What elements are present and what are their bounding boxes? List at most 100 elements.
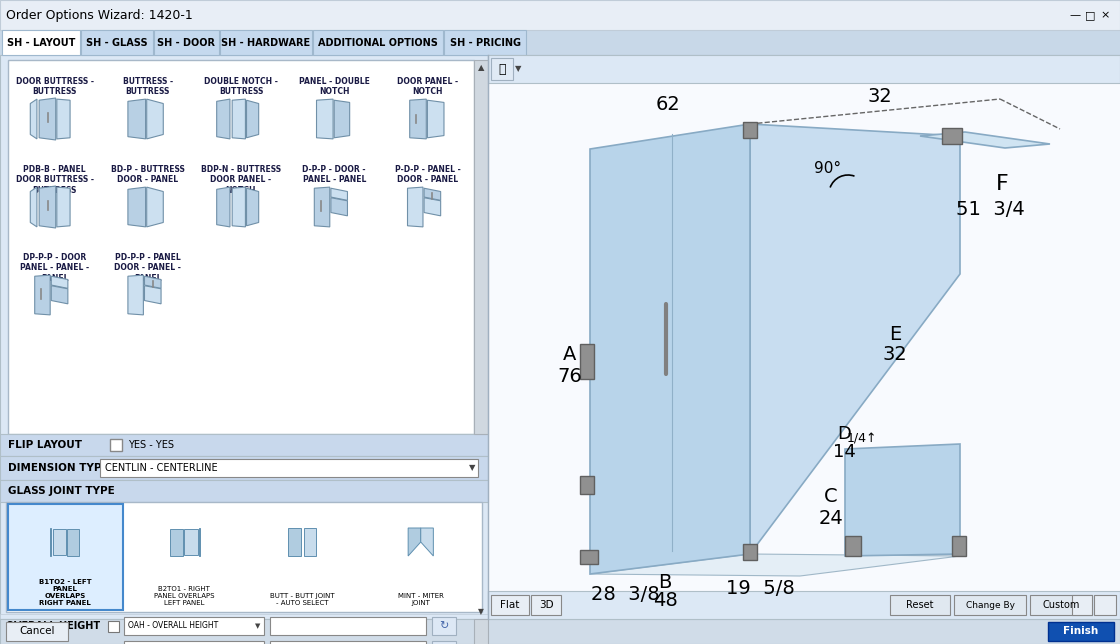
Bar	[580, 476, 594, 494]
Bar	[844, 536, 861, 556]
Text: B: B	[659, 573, 672, 591]
Bar	[491, 58, 513, 80]
Bar	[488, 591, 1120, 619]
Polygon shape	[330, 198, 347, 216]
Bar	[6, 622, 68, 641]
Text: SH - LAYOUT: SH - LAYOUT	[7, 38, 75, 48]
Bar	[2, 30, 80, 55]
Bar	[432, 617, 456, 635]
Text: □: □	[1085, 10, 1095, 20]
Polygon shape	[57, 99, 71, 139]
Text: ▼: ▼	[515, 64, 521, 73]
Bar	[108, 621, 119, 632]
Text: GLASS JOINT TYPE: GLASS JOINT TYPE	[8, 486, 114, 496]
Text: 76: 76	[558, 366, 582, 386]
Bar	[952, 536, 965, 556]
Bar	[0, 480, 488, 502]
Text: —: —	[1070, 10, 1081, 20]
Text: 🔍: 🔍	[498, 62, 506, 75]
Bar	[488, 55, 1120, 619]
Text: 32: 32	[883, 345, 907, 363]
Bar	[81, 30, 153, 55]
Polygon shape	[39, 98, 56, 140]
Bar	[474, 60, 488, 434]
Text: SH - DOOR: SH - DOOR	[157, 38, 215, 48]
Bar	[0, 619, 1120, 644]
Polygon shape	[330, 188, 347, 200]
Text: D-P-P - DOOR -
PANEL - PANEL: D-P-P - DOOR - PANEL - PANEL	[302, 165, 366, 184]
Bar	[0, 619, 474, 644]
Text: PDB-B - PANEL
DOOR BUTTRESS -
BUTTRESS: PDB-B - PANEL DOOR BUTTRESS - BUTTRESS	[16, 165, 94, 194]
Text: 3D: 3D	[539, 600, 553, 610]
Bar	[0, 614, 488, 638]
Text: DOOR BUTTRESS -
BUTTRESS: DOOR BUTTRESS - BUTTRESS	[16, 77, 94, 97]
Bar	[8, 60, 474, 434]
Text: C: C	[824, 486, 838, 506]
Bar	[0, 638, 488, 644]
Polygon shape	[232, 187, 245, 227]
Bar	[100, 459, 478, 477]
Bar	[1030, 595, 1092, 615]
Text: 28  3/8: 28 3/8	[590, 585, 660, 603]
Polygon shape	[144, 286, 161, 304]
Bar	[124, 617, 264, 635]
Polygon shape	[424, 188, 440, 200]
Bar	[491, 595, 529, 615]
Bar	[6, 502, 482, 612]
Text: Finish: Finish	[1063, 627, 1099, 636]
Text: Reset: Reset	[906, 600, 934, 610]
Bar	[1048, 622, 1114, 641]
Bar	[270, 617, 426, 635]
Polygon shape	[246, 188, 259, 226]
Text: PD-P-P - PANEL
DOOR - PANEL -
PANEL: PD-P-P - PANEL DOOR - PANEL - PANEL	[114, 253, 181, 283]
Polygon shape	[844, 444, 960, 556]
Text: OVERALL HEIGHT: OVERALL HEIGHT	[6, 621, 100, 631]
Text: PANEL - DOUBLE
NOTCH: PANEL - DOUBLE NOTCH	[299, 77, 370, 97]
Polygon shape	[315, 187, 329, 227]
Polygon shape	[57, 187, 71, 227]
Bar	[170, 529, 183, 556]
Text: DIMENSION TYPE: DIMENSION TYPE	[8, 463, 109, 473]
Polygon shape	[128, 99, 146, 139]
Bar	[67, 529, 80, 556]
Text: 62: 62	[655, 95, 680, 113]
Text: Cancel: Cancel	[19, 627, 55, 636]
Bar	[8, 504, 122, 610]
Bar	[743, 544, 757, 560]
Text: BUTT - BUTT JOINT
- AUTO SELECT: BUTT - BUTT JOINT - AUTO SELECT	[270, 593, 335, 606]
Text: Order Options Wizard: 1420-1: Order Options Wizard: 1420-1	[6, 8, 193, 21]
Polygon shape	[147, 187, 164, 227]
Polygon shape	[424, 198, 440, 216]
Text: D: D	[837, 425, 851, 443]
Text: ADDITIONAL OPTIONS: ADDITIONAL OPTIONS	[318, 38, 438, 48]
Polygon shape	[410, 99, 427, 139]
Text: CENTLIN - CENTERLINE: CENTLIN - CENTERLINE	[105, 463, 217, 473]
Text: BDP-N - BUTTRESS
DOOR PANEL -
NOTCH: BDP-N - BUTTRESS DOOR PANEL - NOTCH	[200, 165, 281, 194]
Polygon shape	[334, 100, 349, 138]
Bar	[1094, 595, 1116, 615]
Text: FLIP LAYOUT: FLIP LAYOUT	[8, 440, 82, 450]
Bar	[270, 641, 426, 644]
Polygon shape	[920, 132, 1051, 148]
Text: 1/4↑: 1/4↑	[847, 433, 877, 446]
Text: ×: ×	[1100, 10, 1110, 20]
Bar	[743, 122, 757, 138]
Bar	[312, 30, 444, 55]
Text: 14: 14	[832, 443, 856, 461]
Polygon shape	[30, 99, 37, 139]
Bar	[432, 641, 456, 644]
Text: A: A	[563, 345, 577, 363]
Text: ▼: ▼	[478, 607, 484, 616]
Bar	[474, 619, 488, 644]
Text: 48: 48	[653, 591, 678, 609]
Bar	[0, 456, 488, 480]
Polygon shape	[52, 276, 68, 289]
Text: 51  3/4: 51 3/4	[955, 200, 1025, 218]
Polygon shape	[52, 286, 68, 304]
Bar	[288, 528, 301, 556]
Text: MINT - MITER
JOINT: MINT - MITER JOINT	[398, 593, 444, 606]
Bar	[0, 434, 488, 456]
Polygon shape	[232, 99, 245, 139]
Polygon shape	[246, 100, 259, 138]
Polygon shape	[216, 187, 230, 227]
